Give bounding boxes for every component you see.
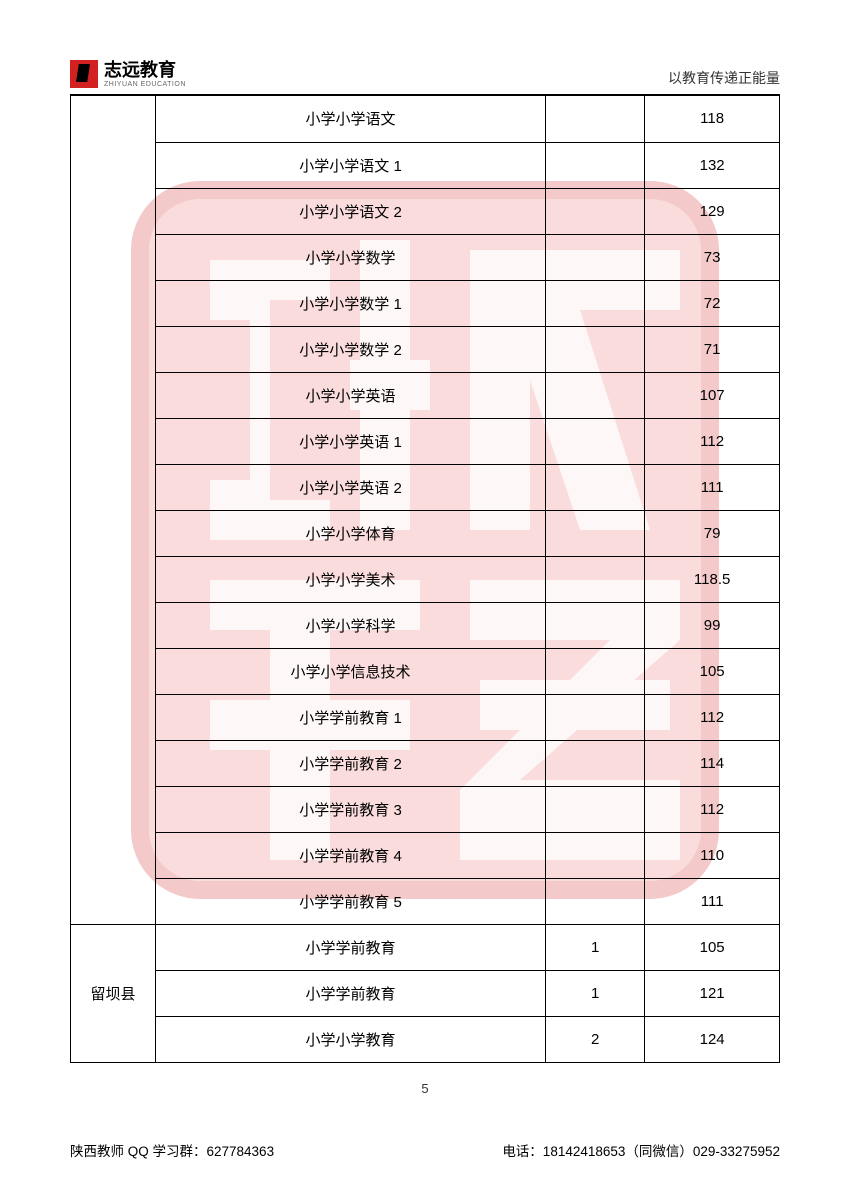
cell-score: 118 xyxy=(645,96,780,142)
table-row: 小学小学数学 2 71 xyxy=(71,326,780,372)
table-row: 小学小学教育2124 xyxy=(71,1016,780,1062)
cell-count xyxy=(546,326,645,372)
cell-subject: 小学小学数学 1 xyxy=(156,280,546,326)
logo-title: 志远教育 xyxy=(104,61,186,79)
table-row: 小学小学数学 73 xyxy=(71,234,780,280)
cell-subject: 小学小学语文 1 xyxy=(156,142,546,188)
cell-score: 105 xyxy=(645,648,780,694)
footer-right: 电话：18142418653（同微信）029-33275952 xyxy=(502,1140,780,1160)
cell-subject: 小学学前教育 5 xyxy=(156,878,546,924)
cell-count xyxy=(546,188,645,234)
cell-subject: 小学学前教育 3 xyxy=(156,786,546,832)
cell-count xyxy=(546,418,645,464)
page-number: 5 xyxy=(70,1081,780,1096)
table-row: 小学小学英语 1 112 xyxy=(71,418,780,464)
table-row: 小学学前教育 4 110 xyxy=(71,832,780,878)
logo-icon xyxy=(70,60,98,88)
logo-subtitle: ZHIYUAN EDUCATION xyxy=(104,81,186,88)
table-row: 小学小学英语 2 111 xyxy=(71,464,780,510)
slogan: 以教育传递正能量 xyxy=(668,68,780,88)
table-row: 小学学前教育1121 xyxy=(71,970,780,1016)
data-table: 小学小学语文118小学小学语文 1132小学小学语文 2129小学小学数学73小… xyxy=(70,96,780,1063)
table-row: 小学小学数学 1 72 xyxy=(71,280,780,326)
table-row: 小学小学语文 118 xyxy=(71,96,780,142)
cell-score: 111 xyxy=(645,878,780,924)
table-row: 小学小学美术 118.5 xyxy=(71,556,780,602)
cell-count: 1 xyxy=(546,970,645,1016)
table-row: 小学小学语文 2 129 xyxy=(71,188,780,234)
table-row: 小学小学英语 107 xyxy=(71,372,780,418)
table-row: 留坝县小学学前教育1105 xyxy=(71,924,780,970)
page-footer: 陕西教师 QQ 学习群：627784363 电话：18142418653（同微信… xyxy=(70,1140,780,1160)
cell-count xyxy=(546,556,645,602)
cell-score: 73 xyxy=(645,234,780,280)
cell-region xyxy=(71,96,156,924)
logo: 志远教育 ZHIYUAN EDUCATION xyxy=(70,60,186,88)
cell-count xyxy=(546,786,645,832)
cell-score: 72 xyxy=(645,280,780,326)
cell-subject: 小学学前教育 xyxy=(156,924,546,970)
cell-score: 79 xyxy=(645,510,780,556)
cell-subject: 小学小学体育 xyxy=(156,510,546,556)
cell-count xyxy=(546,372,645,418)
cell-score: 71 xyxy=(645,326,780,372)
cell-count xyxy=(546,694,645,740)
cell-score: 118.5 xyxy=(645,556,780,602)
cell-subject: 小学学前教育 xyxy=(156,970,546,1016)
cell-count xyxy=(546,234,645,280)
cell-score: 110 xyxy=(645,832,780,878)
cell-score: 129 xyxy=(645,188,780,234)
cell-count xyxy=(546,740,645,786)
table-row: 小学学前教育 5 111 xyxy=(71,878,780,924)
cell-count xyxy=(546,510,645,556)
table-row: 小学小学体育 79 xyxy=(71,510,780,556)
cell-subject: 小学小学教育 xyxy=(156,1016,546,1062)
cell-score: 107 xyxy=(645,372,780,418)
table-row: 小学小学信息技术 105 xyxy=(71,648,780,694)
cell-subject: 小学学前教育 4 xyxy=(156,832,546,878)
page-header: 志远教育 ZHIYUAN EDUCATION 以教育传递正能量 xyxy=(70,60,780,90)
cell-score: 124 xyxy=(645,1016,780,1062)
cell-score: 121 xyxy=(645,970,780,1016)
cell-count xyxy=(546,464,645,510)
cell-score: 99 xyxy=(645,602,780,648)
cell-subject: 小学小学数学 2 xyxy=(156,326,546,372)
table-row: 小学学前教育 3 112 xyxy=(71,786,780,832)
cell-subject: 小学小学信息技术 xyxy=(156,648,546,694)
cell-subject: 小学小学语文 xyxy=(156,96,546,142)
table-row: 小学学前教育 1 112 xyxy=(71,694,780,740)
cell-score: 112 xyxy=(645,694,780,740)
cell-subject: 小学学前教育 1 xyxy=(156,694,546,740)
cell-score: 112 xyxy=(645,786,780,832)
cell-count xyxy=(546,142,645,188)
cell-region: 留坝县 xyxy=(71,924,156,1062)
cell-score: 132 xyxy=(645,142,780,188)
cell-count: 2 xyxy=(546,1016,645,1062)
cell-count xyxy=(546,96,645,142)
cell-score: 112 xyxy=(645,418,780,464)
footer-left: 陕西教师 QQ 学习群：627784363 xyxy=(70,1140,274,1160)
cell-subject: 小学小学英语 1 xyxy=(156,418,546,464)
cell-count xyxy=(546,648,645,694)
table-row: 小学小学语文 1 132 xyxy=(71,142,780,188)
cell-subject: 小学学前教育 2 xyxy=(156,740,546,786)
cell-score: 111 xyxy=(645,464,780,510)
cell-score: 105 xyxy=(645,924,780,970)
cell-subject: 小学小学科学 xyxy=(156,602,546,648)
cell-subject: 小学小学英语 2 xyxy=(156,464,546,510)
cell-subject: 小学小学数学 xyxy=(156,234,546,280)
cell-count xyxy=(546,602,645,648)
cell-count: 1 xyxy=(546,924,645,970)
cell-count xyxy=(546,280,645,326)
cell-subject: 小学小学英语 xyxy=(156,372,546,418)
cell-subject: 小学小学美术 xyxy=(156,556,546,602)
cell-score: 114 xyxy=(645,740,780,786)
cell-count xyxy=(546,878,645,924)
table-row: 小学小学科学 99 xyxy=(71,602,780,648)
table-row: 小学学前教育 2 114 xyxy=(71,740,780,786)
cell-count xyxy=(546,832,645,878)
cell-subject: 小学小学语文 2 xyxy=(156,188,546,234)
